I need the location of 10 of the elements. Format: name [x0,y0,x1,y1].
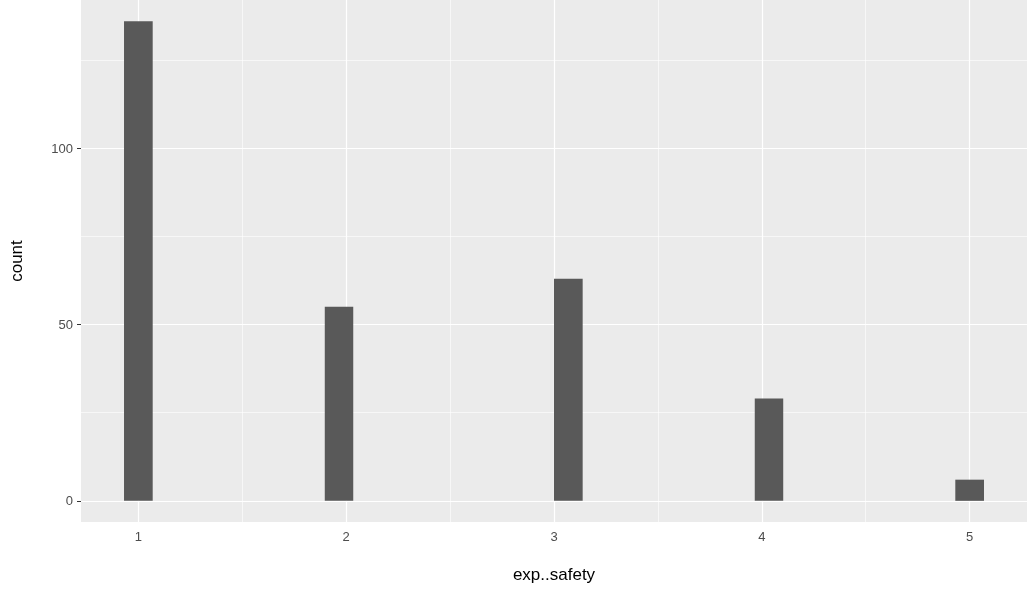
x-tick-label: 4 [758,529,766,544]
y-tick-label: 50 [58,316,73,332]
y-tick-label: 0 [65,493,73,509]
x-tick-label: 3 [550,529,558,544]
x-tick-label: 5 [966,529,974,544]
y-axis-title: count [7,239,26,282]
x-axis-title: exp..safety [512,565,596,584]
y-tick-label: 100 [51,140,73,156]
x-tick-label: 2 [342,529,350,544]
x-tick-label: 1 [134,529,142,544]
